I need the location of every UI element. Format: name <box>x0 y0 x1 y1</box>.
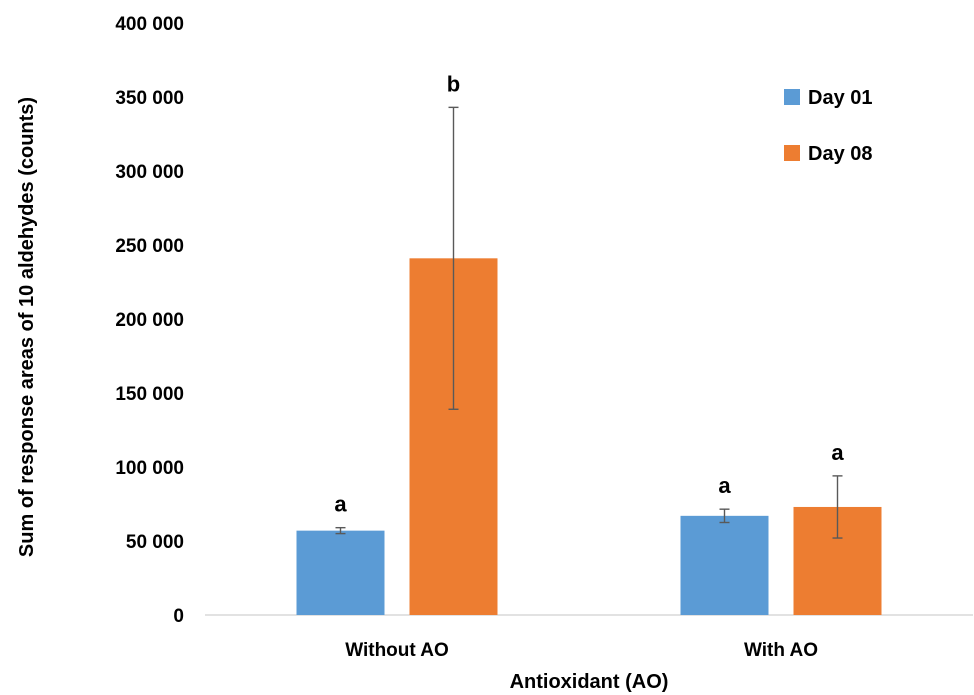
x-axis-title: Antioxidant (AO) <box>510 671 669 693</box>
x-axis-ticks: Without AO With AO <box>345 640 818 661</box>
y-tick-label: 50 000 <box>126 532 184 553</box>
bar-day-01-0 <box>296 530 385 615</box>
error-bars <box>335 106 843 539</box>
significance-label: a <box>831 440 844 465</box>
error-bar <box>719 508 730 524</box>
legend: Day 01 Day 08 <box>784 87 873 165</box>
y-axis-title: Sum of response areas of 10 aldehydes (c… <box>16 97 38 557</box>
legend-swatch <box>784 89 800 105</box>
y-tick-label: 100 000 <box>115 458 184 479</box>
x-tick-label: Without AO <box>345 640 449 661</box>
significance-label: a <box>718 473 731 498</box>
error-bar <box>448 106 459 410</box>
significance-label: b <box>447 71 460 96</box>
y-tick-label: 150 000 <box>115 384 184 405</box>
y-tick-label: 200 000 <box>115 310 184 331</box>
bars <box>296 258 882 615</box>
y-axis-ticks: 0 50 000 100 000 150 000 200 000 250 000 300 0… <box>115 14 184 627</box>
error-bar <box>335 526 346 535</box>
y-tick-label: 0 <box>173 606 184 627</box>
legend-label: Day 01 <box>808 87 873 109</box>
y-tick-label: 400 000 <box>115 14 184 35</box>
x-tick-label: With AO <box>744 640 818 661</box>
y-tick-label: 350 000 <box>115 88 184 109</box>
legend-label: Day 08 <box>808 143 873 165</box>
significance-labels: a b a a <box>334 71 844 516</box>
legend-swatch <box>784 145 800 161</box>
significance-label: a <box>334 492 347 517</box>
error-bar <box>832 475 843 539</box>
y-tick-label: 300 000 <box>115 162 184 183</box>
y-tick-label: 250 000 <box>115 236 184 257</box>
bar-day-01-1 <box>680 515 769 615</box>
